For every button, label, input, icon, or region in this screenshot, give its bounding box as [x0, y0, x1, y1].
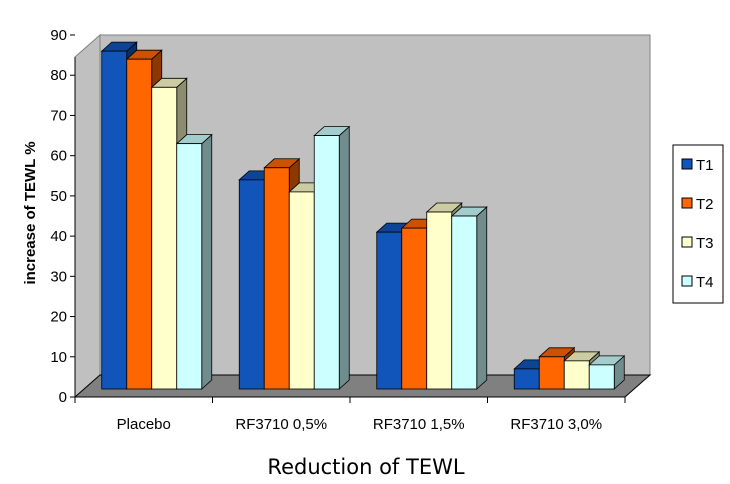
y-tick-label: 10	[50, 349, 67, 366]
bar-front	[401, 227, 428, 390]
bar-front	[126, 58, 153, 390]
legend-label: T1	[696, 157, 714, 174]
bar-front	[238, 179, 265, 390]
y-tick-label: 70	[50, 107, 67, 124]
bars	[100, 41, 626, 390]
legend-swatch	[681, 275, 693, 287]
bar	[175, 133, 213, 390]
x-axis-title: Reduction of TEWL	[267, 455, 464, 479]
legend-label: T2	[696, 196, 714, 213]
bar-front	[101, 50, 128, 390]
bar-front	[451, 215, 478, 390]
legend-label: T3	[696, 235, 714, 252]
legend-label: T4	[696, 274, 714, 291]
bar-front	[588, 364, 615, 390]
legend-swatch	[681, 158, 693, 170]
x-tick-label: RF3710 1,5%	[373, 416, 465, 433]
x-tick-label: RF3710 0,5%	[235, 416, 327, 433]
y-axis: 0 10 20 30 40 50 60 70 80 90	[50, 27, 76, 406]
bar-side	[338, 125, 350, 390]
y-tick-label: 30	[50, 268, 67, 285]
y-tick-label: 20	[50, 309, 67, 326]
bar-front	[513, 368, 540, 390]
x-tick-label: RF3710 3,0%	[510, 416, 602, 433]
y-tick-label: 40	[50, 228, 67, 245]
bar-front	[176, 143, 203, 390]
legend-swatch	[681, 197, 693, 209]
y-axis-title: increase of TEWL %	[22, 141, 39, 284]
bar-side	[476, 206, 488, 390]
bar	[313, 125, 351, 390]
bar-side	[201, 133, 213, 390]
bar-front	[563, 360, 590, 390]
legend-box	[672, 144, 724, 304]
x-tick-label: Placebo	[117, 416, 171, 433]
x-axis: Placebo RF3710 0,5% RF3710 1,5% RF3710 3,0%	[74, 396, 626, 433]
y-tick-label: 60	[50, 148, 67, 165]
bar	[450, 206, 488, 390]
bar-front	[288, 191, 315, 390]
bar-front	[426, 211, 453, 390]
y-tick-label: 80	[50, 67, 67, 84]
y-tick-label: 90	[50, 27, 67, 44]
bar-front	[376, 231, 403, 390]
y-tick-label: 50	[50, 188, 67, 205]
legend: T1 T2 T3 T4	[672, 144, 724, 304]
y-tick-label: 0	[59, 389, 67, 406]
bar-front	[151, 86, 178, 390]
side-wall	[74, 33, 101, 399]
bar-front	[313, 135, 340, 390]
bar-front	[263, 167, 290, 390]
legend-swatch	[681, 236, 693, 248]
bar-front	[538, 356, 565, 390]
bar	[588, 354, 626, 390]
